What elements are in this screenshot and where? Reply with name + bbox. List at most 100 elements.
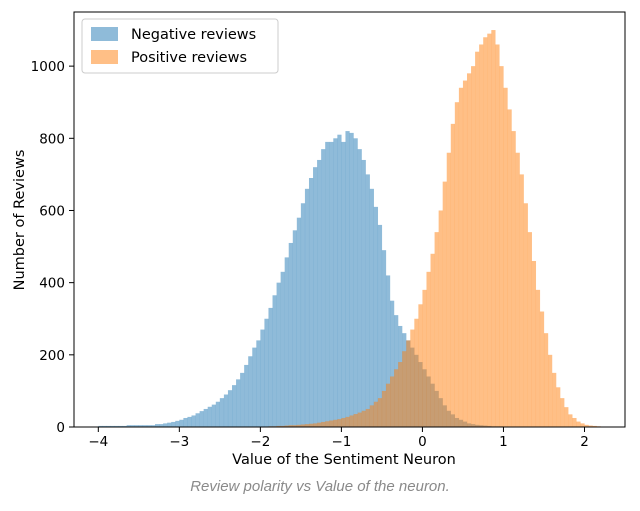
histogram-bar [361,410,366,427]
histogram-bar [134,425,139,427]
histogram-bar [434,232,439,427]
histogram-bar [349,132,354,428]
histogram-bar [215,401,221,427]
histogram-bar [450,123,455,427]
histogram-bar [349,415,354,427]
histogram-bar [308,423,314,427]
histogram-bar [300,203,306,427]
histogram-bar [369,405,374,427]
histogram-bar [381,390,387,427]
histogram-bar [418,304,423,427]
legend: Negative reviews Positive reviews [81,18,279,74]
histogram-bar [381,250,387,427]
histogram-bar [276,282,281,427]
histogram-bar [341,417,346,427]
histogram-bar [572,417,577,427]
histogram-bar [337,134,342,427]
histogram-bar [568,414,573,427]
legend-swatch-negative [91,27,118,41]
histogram-bar [179,419,184,427]
histogram-bar [296,424,302,427]
histogram-bar [527,232,532,427]
histogram-bar [442,181,447,427]
histogram-bar [438,210,443,427]
histogram-bar [365,408,370,427]
histogram-bar [240,372,245,427]
histogram-bar [471,66,476,427]
histogram-bar [394,369,399,427]
y-tick-label: 200 [39,348,65,364]
y-axis-label: Number of Reviews [12,150,28,291]
histogram-bar [454,102,460,427]
legend-label-negative: Negative reviews [131,27,256,43]
histogram-bar [385,383,391,427]
x-tick-label: 0 [418,434,427,450]
histogram-bar [118,425,123,427]
y-tick-label: 800 [39,131,65,147]
histogram-bar [130,425,135,427]
x-axis-label: Value of the Sentiment Neuron [232,452,456,468]
x-tick-label: −3 [169,434,189,450]
histogram-bar [236,379,241,427]
histogram-bar [592,425,597,427]
histogram-bar [539,311,545,427]
histogram-bar [244,364,249,427]
histogram-bar [341,141,346,428]
histogram-bar [353,414,358,427]
histogram-bar [329,420,334,427]
histogram-bar [284,425,289,427]
histogram-bar [284,257,289,427]
histogram-bar [317,159,322,427]
histogram-bar [576,421,581,427]
histogram-bar [369,188,374,427]
histogram-bar [296,217,302,427]
histogram-bar [519,174,524,427]
histogram-bar [155,424,160,427]
histogram-bar [531,261,537,427]
histogram-bar [446,152,451,427]
histogram-bar [523,203,528,427]
histogram-bar [288,242,293,427]
histogram-bar [499,66,504,427]
histogram-bar [475,51,480,428]
histogram-bar [300,424,306,427]
histogram-bar [584,424,589,427]
histogram-bar [304,188,310,427]
histogram-bar [317,422,322,427]
histogram-bar [292,425,297,427]
histogram-bar [256,340,261,427]
x-tick-label: 1 [499,434,508,450]
y-tick-label: 400 [39,276,65,292]
histogram-bar [466,73,472,427]
histogram-bar [325,141,330,428]
histogram-bar [159,424,164,427]
histogram-bar [232,385,237,427]
histogram-bar [402,351,407,427]
histogram-bar [288,425,293,427]
histogram-bar [272,295,277,427]
histogram-bar [515,152,520,427]
histogram-bar [422,289,427,427]
legend-swatch-positive [91,50,118,64]
histogram-bar [410,329,415,427]
histogram-bar [191,415,196,427]
histogram-bar [304,424,310,427]
histogram-bar [588,425,593,427]
histogram-bar [564,407,569,427]
histogram-bar [219,398,225,427]
histogram-bar [203,408,208,427]
histogram-bar [507,109,512,427]
histogram-bar [223,394,229,427]
histogram-bar [487,33,492,428]
bars-layer [98,30,609,428]
figure-caption: Review polarity vs Value of the neuron. [190,478,450,495]
histogram-bar [556,387,561,427]
histogram-bar [483,37,488,428]
histogram-bar [430,253,435,427]
histogram-bar [406,340,411,427]
histogram-bar [414,318,419,427]
histogram-bar [361,159,366,427]
histogram-bar [280,271,285,427]
histogram-bar [458,87,464,428]
histogram-bar [377,398,383,427]
